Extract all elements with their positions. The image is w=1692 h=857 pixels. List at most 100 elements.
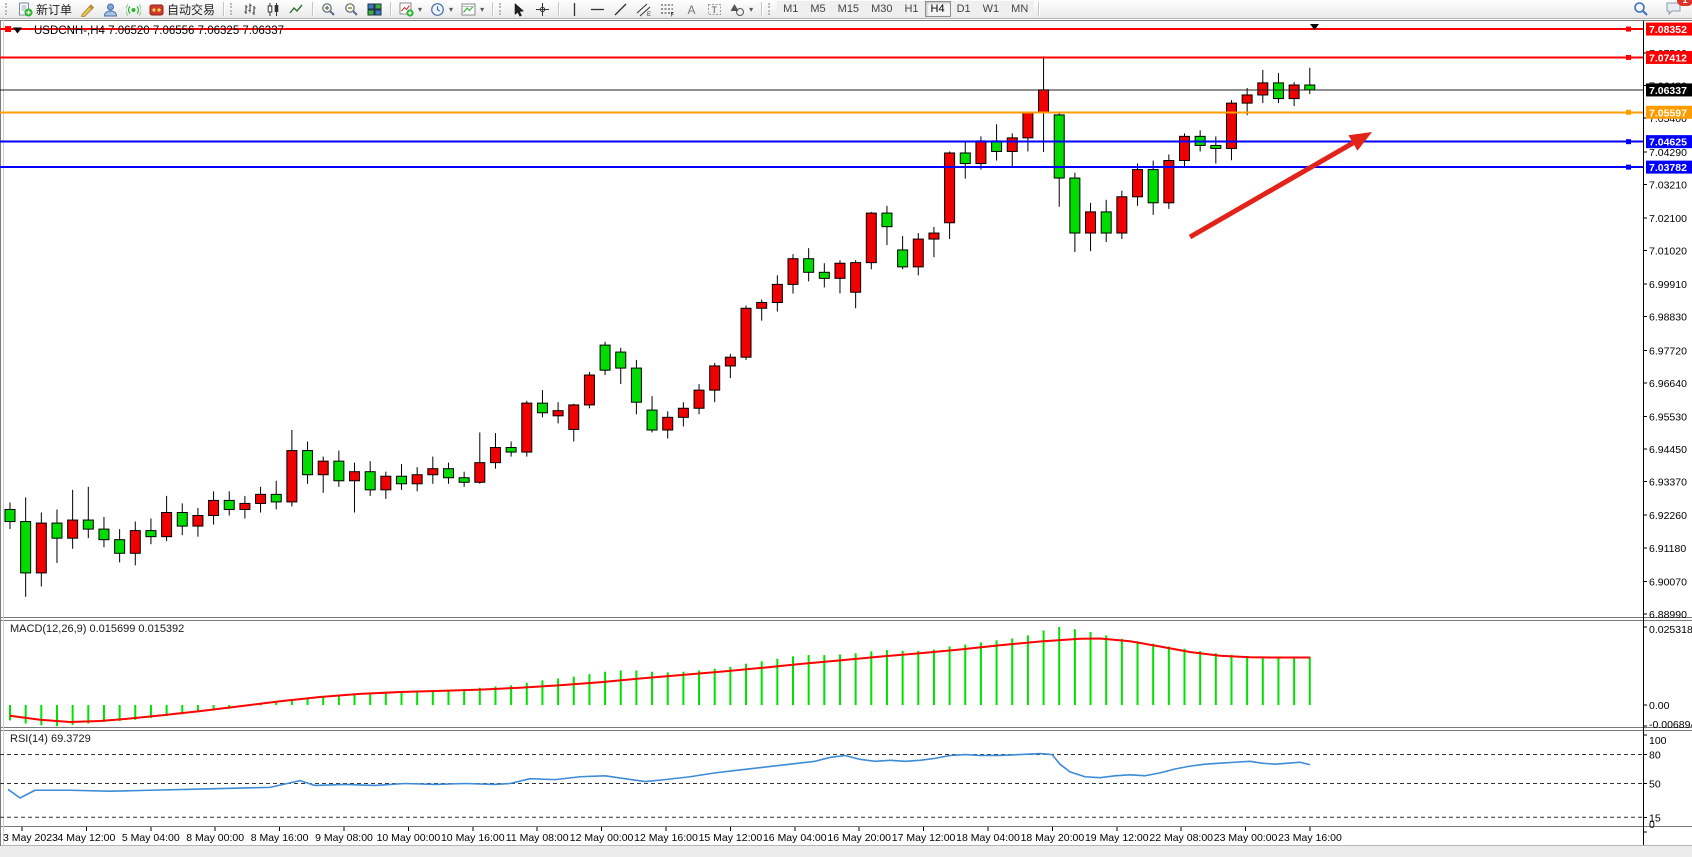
channel-tool-button[interactable]: E [632, 1, 656, 18]
zoom-in-icon [321, 2, 336, 17]
bull-candle [521, 402, 533, 453]
timeframe-button-m5[interactable]: M5 [804, 1, 832, 17]
profile-button[interactable] [99, 1, 122, 18]
new-order-button[interactable]: 新订单 [14, 1, 76, 18]
horizontal-line-tool-button[interactable] [586, 1, 609, 18]
toolbar-drag-handle[interactable] [230, 3, 235, 15]
time-tick-label: 10 May 00:00 [377, 832, 441, 844]
crosshair-tool-button[interactable] [531, 1, 554, 18]
profile-icon [103, 2, 118, 17]
toolbar-drag-handle[interactable] [768, 3, 773, 15]
price-tick-label: 6.97720 [1649, 345, 1687, 357]
bear-candle [302, 450, 314, 476]
price-tick-label: 7.02100 [1649, 213, 1687, 225]
macd-bar [541, 680, 544, 705]
chart-area[interactable]: 7.075607.064807.054007.042907.032107.021… [0, 19, 1692, 857]
macd-bar [572, 676, 575, 705]
rsi-line [7, 752, 1311, 799]
timeframe-button-h1[interactable]: H1 [898, 1, 925, 17]
auto-trading-button[interactable]: 自动交易 [145, 1, 219, 18]
price-badge-value: 7.07412 [1649, 52, 1687, 64]
timeframe-button-m1[interactable]: M1 [777, 1, 805, 17]
macd-bar [259, 704, 262, 706]
pencil-icon [80, 2, 95, 17]
line-chart-mode-button[interactable] [285, 1, 308, 18]
candlestick-mode-button[interactable] [262, 1, 285, 18]
crosshair-icon [535, 2, 550, 17]
shapes-icon [730, 2, 745, 17]
timeframe-button-m30[interactable]: M30 [865, 1, 899, 17]
bear-candle [505, 447, 517, 453]
macd-bar [682, 671, 685, 705]
time-tick-label: 18 May 20:00 [1021, 832, 1085, 844]
timeframe-button-mn[interactable]: MN [1005, 1, 1035, 17]
symbol-dropdown-icon[interactable] [13, 27, 22, 34]
period-button[interactable]: ▾ [426, 1, 457, 18]
price-badge-value: 7.03782 [1649, 162, 1687, 174]
bull-candle [975, 140, 987, 165]
bull-candle [161, 511, 173, 538]
bar-chart-mode-button[interactable] [239, 1, 262, 18]
trendline-tool-button[interactable] [609, 1, 632, 18]
macd-bar [525, 682, 528, 705]
bear-candle [615, 351, 627, 369]
zoom-in-button[interactable] [317, 1, 340, 18]
macd-bar [776, 658, 779, 705]
text-label-tool-button[interactable]: T [703, 1, 726, 18]
macd-bar [322, 696, 325, 705]
macd-bar [1183, 648, 1186, 705]
trend-arrow[interactable] [1188, 132, 1372, 240]
tile-windows-button[interactable] [363, 1, 386, 18]
macd-bar [1136, 641, 1139, 705]
chart-canvas[interactable]: 7.075607.064807.054007.042907.032107.021… [0, 19, 1692, 857]
price-axis[interactable]: 7.075607.064807.054007.042907.032107.021… [1643, 48, 1687, 621]
macd-bar [666, 672, 669, 705]
macd-bar [212, 705, 215, 711]
macd-bar [917, 650, 920, 705]
fibonacci-tool-button[interactable]: F [656, 1, 680, 18]
macd-bar [400, 692, 403, 705]
bear-candle [959, 152, 971, 165]
text-tool-button[interactable]: A [680, 1, 703, 18]
price-axis-badges: 7.08352 7.07412 7.05597 7.04625 7.03782 7.063… [1646, 22, 1692, 174]
bull-candle [740, 307, 752, 358]
time-axis[interactable]: 3 May 2023 4 May 12:00 5 May 04:00 8 May 00… [3, 827, 1342, 844]
notification-badge[interactable]: 1 [1677, 0, 1692, 7]
bull-candle [928, 232, 940, 240]
price-badge [1646, 50, 1692, 64]
pencil-tool-button[interactable] [76, 1, 99, 18]
chart-end-marker[interactable] [1310, 24, 1319, 30]
price-badge [1646, 83, 1692, 97]
bull-candle [1288, 84, 1300, 100]
time-tick-label: 23 May 16:00 [1278, 832, 1342, 844]
toolbar-separator [390, 2, 392, 16]
time-tick-label: 8 May 00:00 [186, 832, 244, 844]
price-horizontal-lines[interactable] [0, 26, 1643, 170]
search-icon [1633, 1, 1649, 17]
timeframe-button-w1[interactable]: W1 [976, 1, 1006, 17]
dropdown-caret: ▾ [418, 4, 423, 14]
zoom-out-button[interactable] [340, 1, 363, 18]
bull-candle [380, 475, 392, 491]
toolbar-drag-handle[interactable] [5, 3, 10, 15]
timeframe-button-d1[interactable]: D1 [950, 1, 977, 17]
toolbar-drag-handle[interactable] [499, 3, 504, 15]
shapes-tool-button[interactable]: ▾ [726, 1, 757, 18]
timeframe-button-h4[interactable]: H4 [924, 1, 951, 17]
bull-candle [850, 262, 862, 293]
macd-signal-line [9, 637, 1310, 723]
bull-candle [192, 515, 204, 527]
add-indicator-button[interactable]: ▾ [395, 1, 426, 18]
search-button[interactable] [1629, 1, 1653, 18]
template-button[interactable]: ▾ [457, 1, 488, 18]
macd-bar [337, 695, 340, 705]
time-tick-label: 19 May 12:00 [1085, 832, 1149, 844]
bear-candle [1272, 82, 1284, 100]
timeframe-button-m15[interactable]: M15 [831, 1, 866, 17]
signal-button[interactable] [122, 1, 145, 18]
signal-icon [126, 2, 142, 17]
macd-bar [9, 705, 11, 721]
cursor-tool-button[interactable] [508, 1, 531, 18]
vertical-line-tool-button[interactable] [563, 1, 586, 18]
